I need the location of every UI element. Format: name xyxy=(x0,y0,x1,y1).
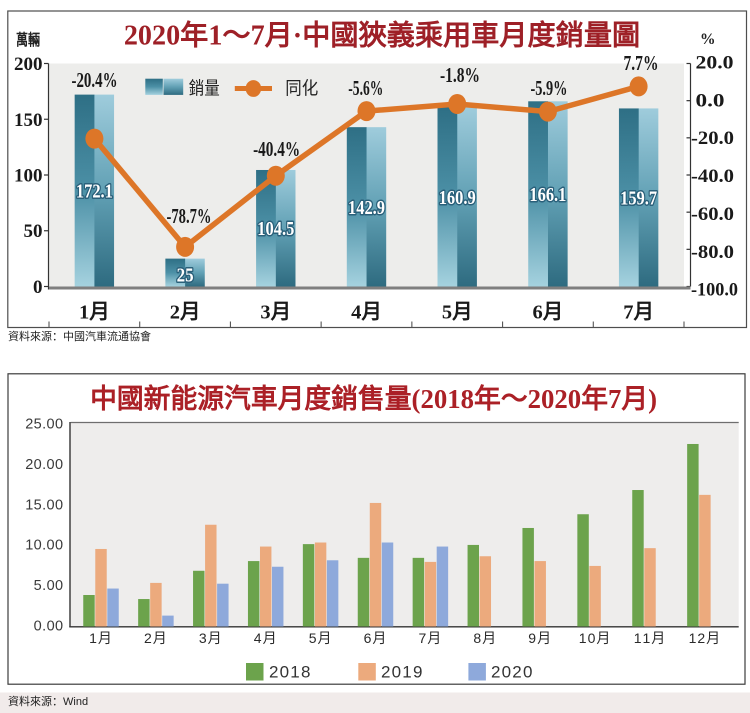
svg-text:1月: 1月 xyxy=(79,302,110,324)
svg-text:-5.6%: -5.6% xyxy=(348,76,383,100)
svg-text:同化: 同化 xyxy=(285,79,318,99)
svg-text:2月: 2月 xyxy=(170,302,201,324)
svg-text:0: 0 xyxy=(33,277,43,298)
svg-text:資料來源：中國汽車流通協會: 資料來源：中國汽車流通協會 xyxy=(8,329,151,343)
svg-text:160.9: 160.9 xyxy=(439,187,476,209)
svg-text:-60.0: -60.0 xyxy=(691,204,734,225)
svg-text:25.00: 25.00 xyxy=(25,417,63,433)
svg-text:-40.4%: -40.4% xyxy=(253,137,300,161)
svg-text:25: 25 xyxy=(177,265,194,287)
svg-text:2019: 2019 xyxy=(381,663,424,682)
svg-text:1月: 1月 xyxy=(89,630,113,646)
svg-text:資料來源：Wind: 資料來源：Wind xyxy=(8,694,88,708)
svg-text:200: 200 xyxy=(14,54,43,75)
svg-text:5.00: 5.00 xyxy=(34,578,64,594)
svg-text:150: 150 xyxy=(14,110,43,131)
svg-text:8月: 8月 xyxy=(473,630,497,646)
svg-text:142.9: 142.9 xyxy=(348,197,385,219)
svg-text:10月: 10月 xyxy=(579,630,612,646)
svg-text:-1.8%: -1.8% xyxy=(440,63,480,87)
svg-text:12月: 12月 xyxy=(689,630,722,646)
svg-text:6月: 6月 xyxy=(364,630,388,646)
svg-text:萬輛: 萬輛 xyxy=(16,30,40,49)
svg-text:11月: 11月 xyxy=(634,630,667,646)
svg-text:0.00: 0.00 xyxy=(34,618,64,634)
svg-text:166.1: 166.1 xyxy=(529,184,566,206)
svg-text:-20.0: -20.0 xyxy=(691,128,734,149)
svg-text:4月: 4月 xyxy=(351,302,382,324)
svg-text:-40.0: -40.0 xyxy=(691,166,734,187)
svg-text:50: 50 xyxy=(24,221,43,242)
svg-text:3月: 3月 xyxy=(260,302,291,324)
svg-text:5月: 5月 xyxy=(309,630,333,646)
svg-text:172.1: 172.1 xyxy=(76,181,113,203)
svg-text:銷量: 銷量 xyxy=(189,79,220,99)
svg-text:-100.0: -100.0 xyxy=(691,280,738,301)
svg-text:4月: 4月 xyxy=(254,630,278,646)
svg-text:-5.9%: -5.9% xyxy=(531,76,568,100)
svg-text:20.0: 20.0 xyxy=(696,53,734,74)
svg-text:6月: 6月 xyxy=(533,302,564,324)
svg-text:9月: 9月 xyxy=(528,630,552,646)
svg-text:-78.7%: -78.7% xyxy=(167,204,212,228)
svg-text:5月: 5月 xyxy=(442,302,473,324)
svg-text:2月: 2月 xyxy=(144,630,168,646)
svg-text:中國新能源汽車月度銷售量(2018年～2020年7月): 中國新能源汽車月度銷售量(2018年～2020年7月) xyxy=(90,383,657,414)
svg-text:104.5: 104.5 xyxy=(257,218,294,240)
svg-text:7.7%: 7.7% xyxy=(624,51,659,75)
svg-text:2020: 2020 xyxy=(491,663,534,682)
svg-text:2020年1～7月·中國狹義乘用車月度銷量圖: 2020年1～7月·中國狹義乘用車月度銷量圖 xyxy=(124,19,640,52)
svg-text:100: 100 xyxy=(14,166,43,187)
svg-text:-80.0: -80.0 xyxy=(691,242,734,263)
svg-text:15.00: 15.00 xyxy=(25,497,63,513)
svg-text:3月: 3月 xyxy=(199,630,223,646)
svg-text:2018: 2018 xyxy=(269,663,312,682)
svg-text:7月: 7月 xyxy=(419,630,443,646)
svg-text:%: % xyxy=(700,31,716,48)
svg-text:159.7: 159.7 xyxy=(620,188,657,210)
svg-text:20.00: 20.00 xyxy=(25,457,63,473)
svg-text:0.0: 0.0 xyxy=(696,90,725,111)
svg-text:7月: 7月 xyxy=(623,302,654,324)
svg-text:10.00: 10.00 xyxy=(25,538,63,554)
svg-text:-20.4%: -20.4% xyxy=(72,68,118,92)
